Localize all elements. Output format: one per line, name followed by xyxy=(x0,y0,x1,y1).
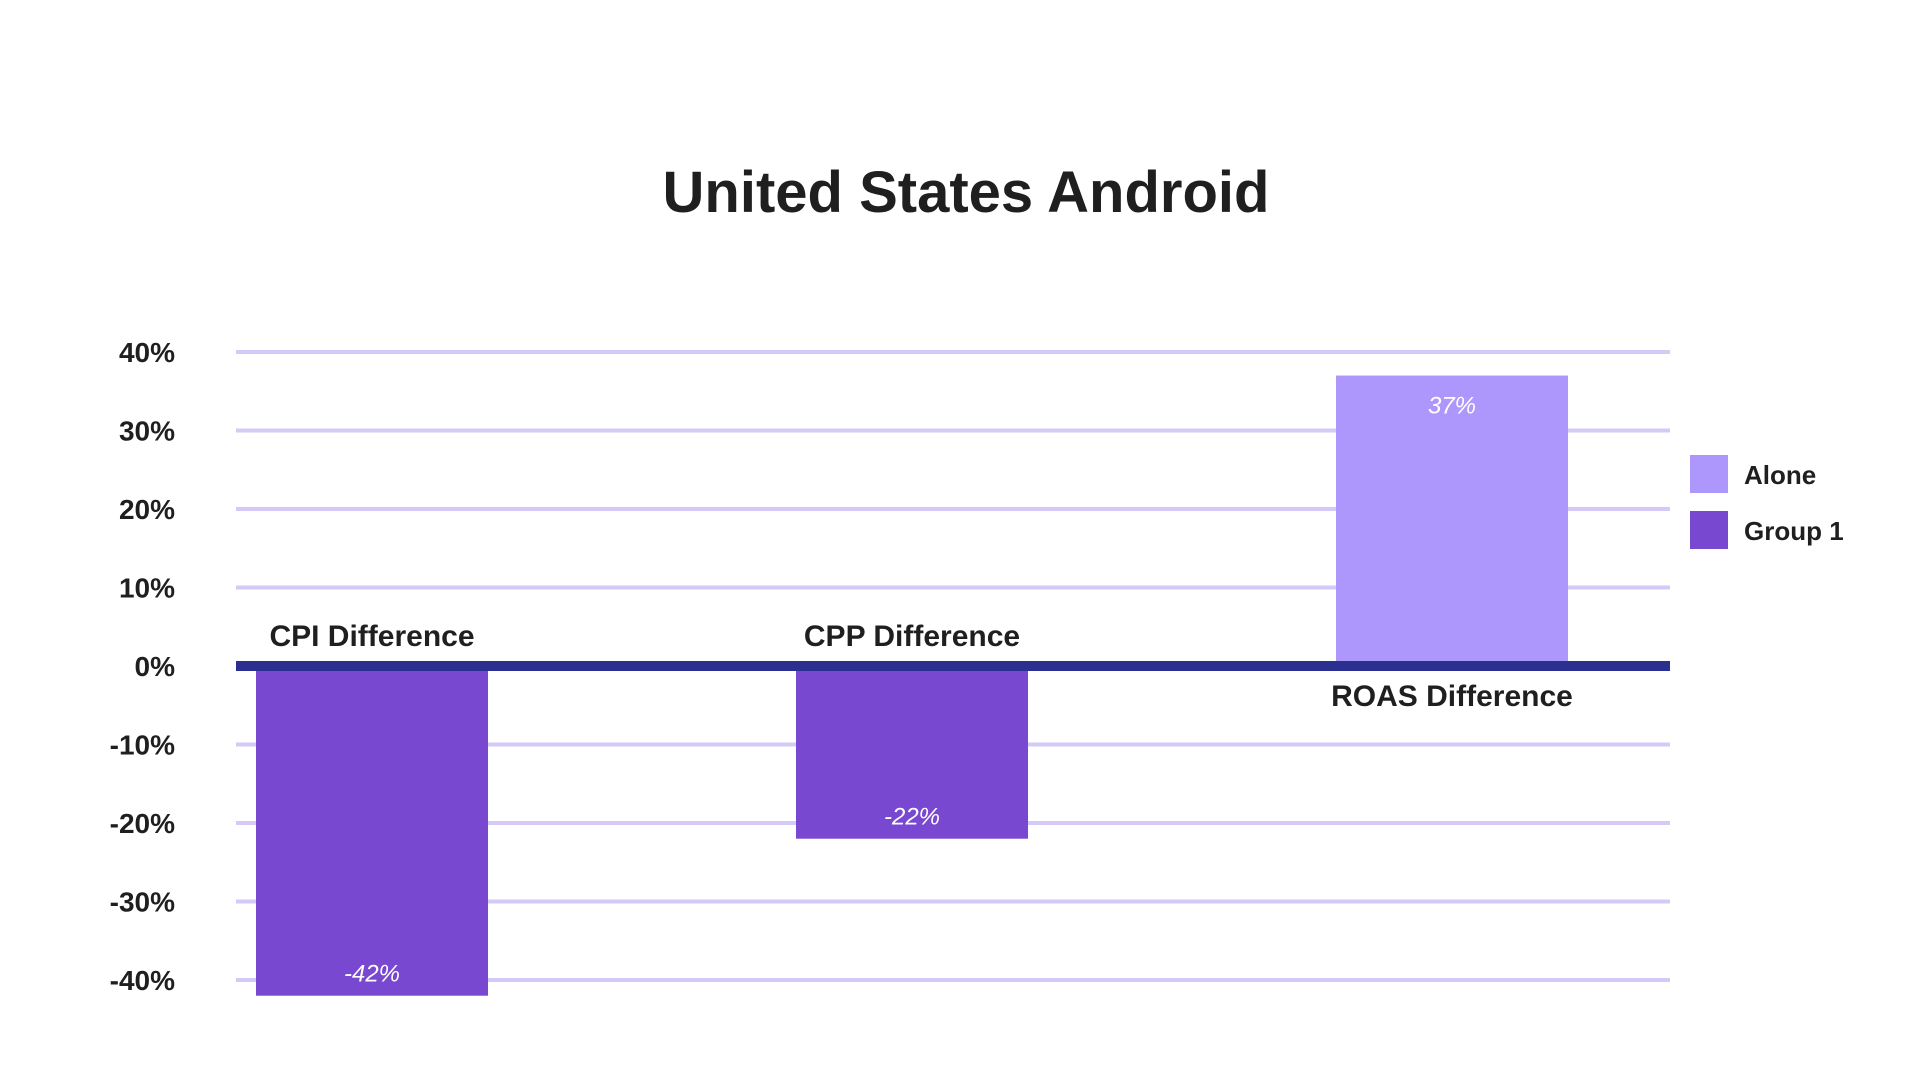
y-tick-label: 0% xyxy=(135,651,176,682)
legend-swatch xyxy=(1690,511,1728,549)
bar xyxy=(1336,375,1568,666)
legend-label: Alone xyxy=(1744,460,1816,490)
y-tick-label: 40% xyxy=(119,337,175,368)
chart-title: United States Android xyxy=(663,160,1270,225)
bar xyxy=(796,666,1028,839)
legend-label: Group 1 xyxy=(1744,516,1844,546)
bar-value-label: 37% xyxy=(1428,393,1476,420)
legend-swatch xyxy=(1690,455,1728,493)
y-tick-label: -20% xyxy=(110,808,175,839)
category-label: CPI Difference xyxy=(269,620,474,653)
bar-value-label: -22% xyxy=(884,804,940,831)
y-tick-label: -30% xyxy=(110,887,175,918)
y-tick-label: -40% xyxy=(110,965,175,996)
y-tick-label: 10% xyxy=(119,573,175,604)
bar-value-label: -42% xyxy=(344,961,400,988)
category-label: CPP Difference xyxy=(804,620,1020,653)
bar xyxy=(256,666,488,996)
category-label: ROAS Difference xyxy=(1331,680,1573,713)
y-tick-label: 20% xyxy=(119,494,175,525)
y-tick-label: -10% xyxy=(110,730,175,761)
y-tick-label: 30% xyxy=(119,416,175,447)
